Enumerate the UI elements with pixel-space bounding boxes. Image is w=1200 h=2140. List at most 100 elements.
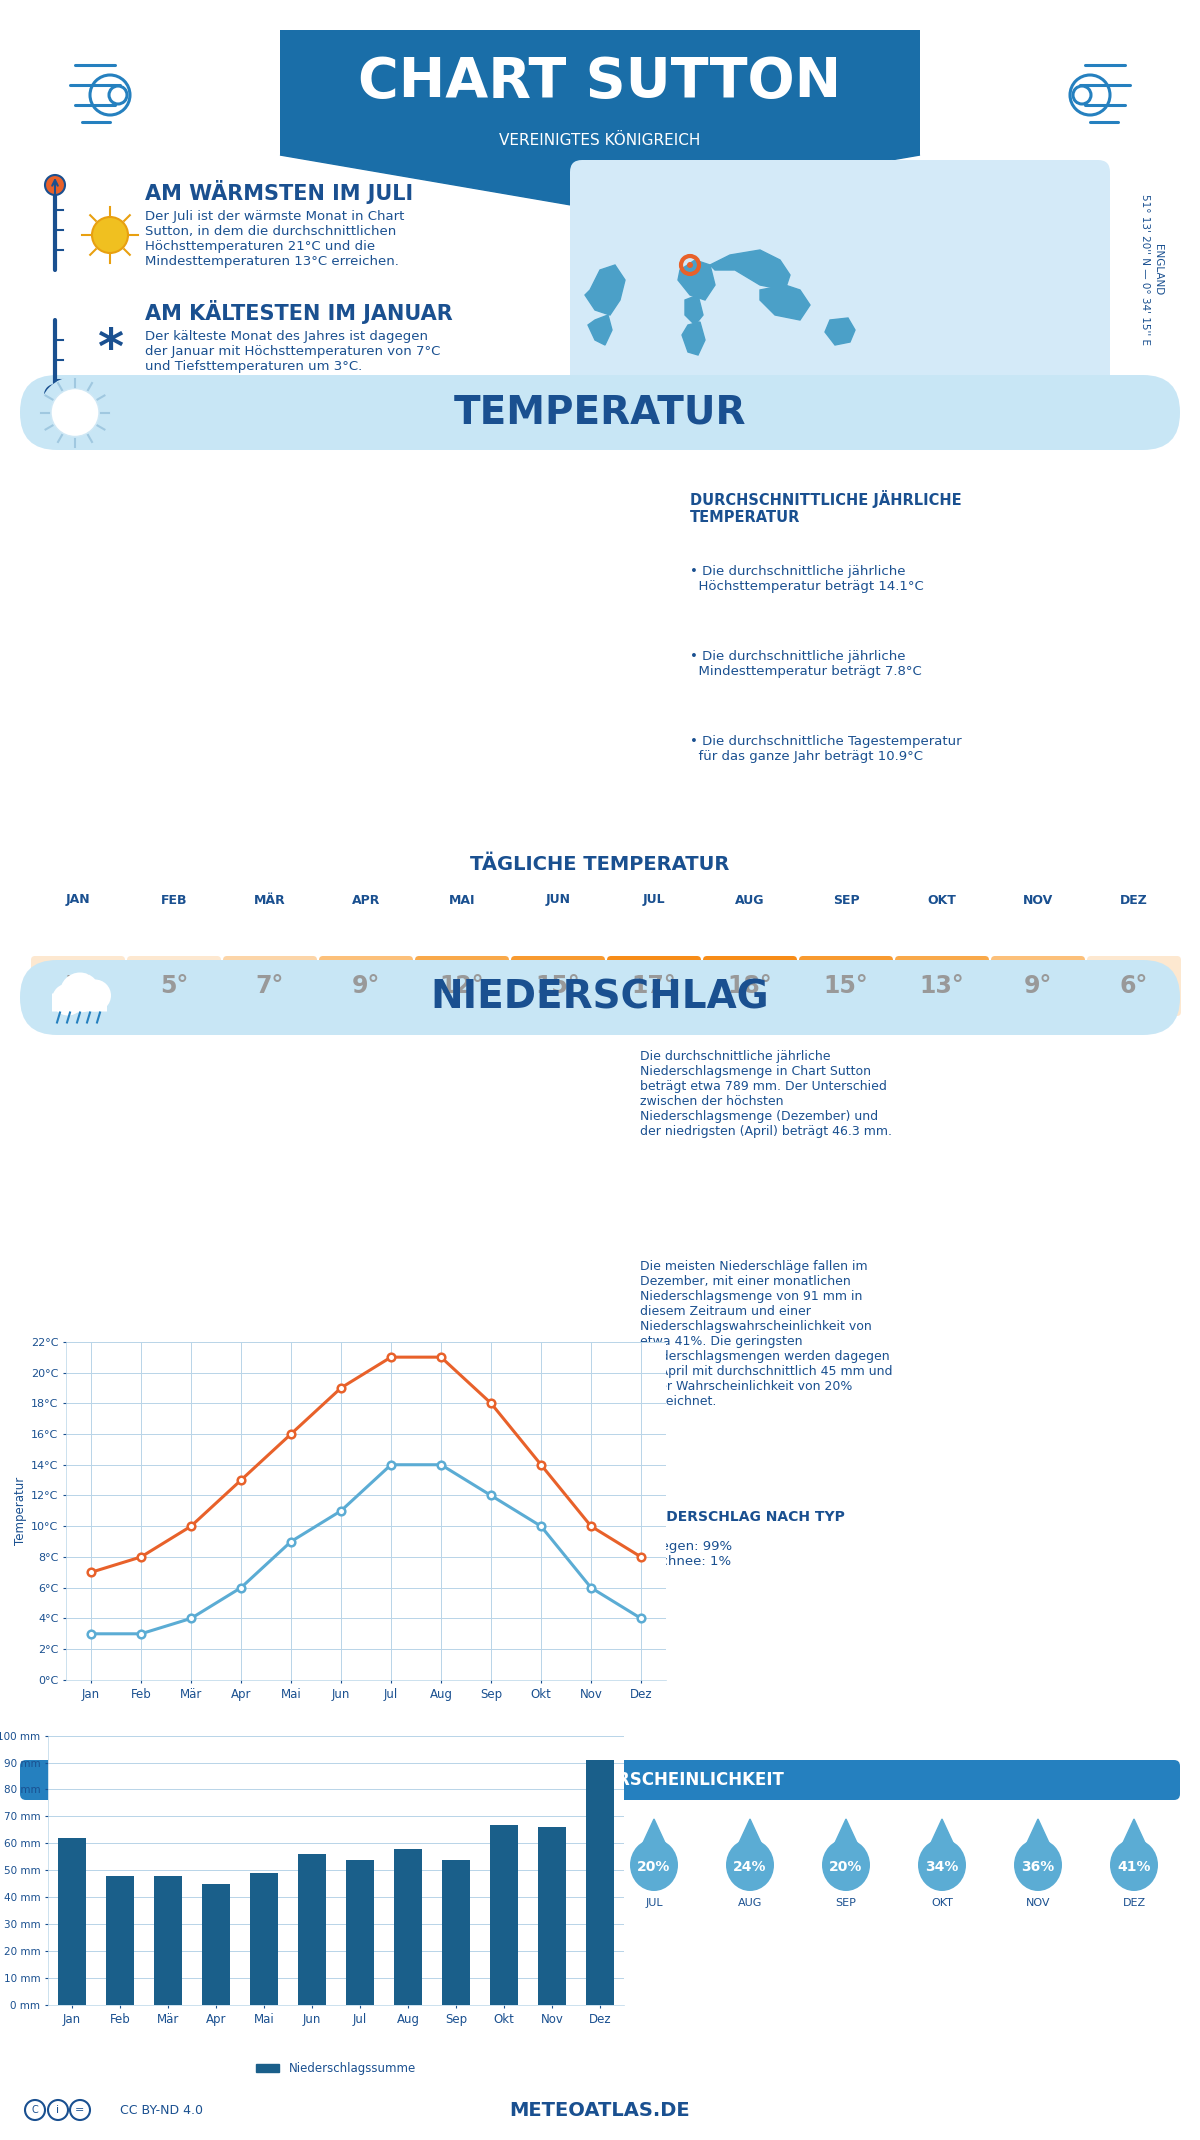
Ellipse shape [822,1838,870,1892]
Text: JUL: JUL [643,895,665,907]
Bar [346,1860,374,2005]
Polygon shape [930,1819,954,1845]
Polygon shape [642,1819,666,1845]
Polygon shape [546,1819,570,1845]
Ellipse shape [342,1838,390,1892]
Text: 51° 13' 20'' N — 0° 34' 15'' E: 51° 13' 20'' N — 0° 34' 15'' E [1140,195,1150,345]
Text: 20%: 20% [829,1860,863,1875]
Ellipse shape [1014,1838,1062,1892]
FancyBboxPatch shape [1087,957,1181,1016]
Polygon shape [834,1819,858,1845]
Bar [202,1883,230,2005]
Text: NOV: NOV [1026,1898,1050,1909]
Polygon shape [682,321,706,355]
Bar [586,1759,614,2005]
Bar [442,1860,470,2005]
FancyBboxPatch shape [319,957,413,1016]
Circle shape [46,385,65,404]
Polygon shape [1122,1819,1146,1845]
Text: 5°: 5° [64,974,92,997]
Polygon shape [450,1819,474,1845]
Legend: Maximale Temperatur, Minimale Temperatur: Maximale Temperatur, Minimale Temperatur [188,1746,544,1768]
Text: 12°: 12° [439,974,485,997]
Text: MÄR: MÄR [254,895,286,907]
Text: 6°: 6° [1120,974,1148,997]
Circle shape [60,972,100,1012]
Text: • Die durchschnittliche jährliche
  Höchsttemperatur beträgt 14.1°C: • Die durchschnittliche jährliche Höchst… [690,565,924,593]
Bar [298,1853,326,2005]
Bar [106,1877,134,2005]
Legend: Niederschlagssumme: Niederschlagssumme [251,2059,421,2080]
FancyBboxPatch shape [799,957,893,1016]
Text: • Die durchschnittliche jährliche
  Mindesttemperatur beträgt 7.8°C: • Die durchschnittliche jährliche Mindes… [690,651,922,678]
Text: 29%: 29% [157,1860,191,1875]
Polygon shape [588,315,612,345]
Polygon shape [586,265,625,315]
Circle shape [52,984,84,1016]
Text: Die meisten Niederschläge fallen im
Dezember, mit einer monatlichen
Niederschlag: Die meisten Niederschläge fallen im Deze… [640,1260,893,1408]
Polygon shape [66,1819,90,1845]
Y-axis label: Temperatur: Temperatur [13,1477,26,1545]
Ellipse shape [534,1838,582,1892]
Text: ENGLAND: ENGLAND [1153,244,1163,295]
FancyBboxPatch shape [20,374,1180,449]
Text: TEMPERATUR: TEMPERATUR [454,394,746,432]
Polygon shape [760,285,810,321]
Text: 7°: 7° [256,974,284,997]
Text: 41%: 41% [1117,1860,1151,1875]
Bar [394,1849,422,2005]
FancyBboxPatch shape [703,957,797,1016]
Text: C: C [31,2106,38,2114]
Text: Der kälteste Monat des Jahres ist dagegen
der Januar mit Höchsttemperaturen von : Der kälteste Monat des Jahres ist dagege… [145,330,440,372]
Text: APR: APR [352,895,380,907]
Text: DURCHSCHNITTLICHE JÄHRLICHE
TEMPERATUR: DURCHSCHNITTLICHE JÄHRLICHE TEMPERATUR [690,490,961,526]
Text: 9°: 9° [1024,974,1052,997]
Ellipse shape [630,1838,678,1892]
Text: CHART SUTTON: CHART SUTTON [359,56,841,109]
Text: METEOATLAS.DE: METEOATLAS.DE [510,2101,690,2119]
Text: NIEDERSCHLAG: NIEDERSCHLAG [431,978,769,1016]
FancyBboxPatch shape [280,30,920,154]
FancyBboxPatch shape [20,1759,1180,1800]
Text: SEP: SEP [833,895,859,907]
Bar [58,1838,86,2005]
Text: 5°: 5° [160,974,188,997]
Bar [538,1828,566,2005]
Ellipse shape [438,1838,486,1892]
Circle shape [79,980,112,1012]
Text: 13°: 13° [919,974,965,997]
Text: 18°: 18° [727,974,773,997]
Text: JUN: JUN [546,895,570,907]
Text: Die durchschnittliche jährliche
Niederschlagsmenge in Chart Sutton
beträgt etwa : Die durchschnittliche jährliche Niedersc… [640,1051,892,1138]
FancyBboxPatch shape [607,957,701,1016]
Polygon shape [280,154,920,210]
Ellipse shape [918,1838,966,1892]
FancyBboxPatch shape [127,957,221,1016]
Text: JUL: JUL [646,1898,662,1909]
Text: 15°: 15° [535,974,581,997]
Polygon shape [826,319,854,345]
Text: 15°: 15° [823,974,869,997]
Text: NIEDERSCHLAG NACH TYP: NIEDERSCHLAG NACH TYP [640,1511,845,1524]
Bar [250,1872,278,2005]
Text: 34%: 34% [925,1860,959,1875]
Text: MÄR: MÄR [258,1898,282,1909]
FancyBboxPatch shape [570,160,1110,389]
Text: Der Juli ist der wärmste Monat in Chart
Sutton, in dem die durchschnittlichen
Hö: Der Juli ist der wärmste Monat in Chart … [145,210,404,268]
Text: FEB: FEB [163,1898,185,1909]
Text: DEZ: DEZ [1120,895,1148,907]
Text: *: * [97,325,124,374]
FancyBboxPatch shape [415,957,509,1016]
Polygon shape [354,1819,378,1845]
Circle shape [50,389,98,437]
Text: OKT: OKT [931,1898,953,1909]
Text: JAN: JAN [68,1898,88,1909]
Text: 9°: 9° [352,974,380,997]
FancyBboxPatch shape [20,961,1180,1036]
Text: JUN: JUN [548,1898,568,1909]
Text: MAI: MAI [451,1898,473,1909]
Text: 24%: 24% [541,1860,575,1875]
Bar [154,1877,182,2005]
Text: 20%: 20% [349,1860,383,1875]
Polygon shape [258,1819,282,1845]
